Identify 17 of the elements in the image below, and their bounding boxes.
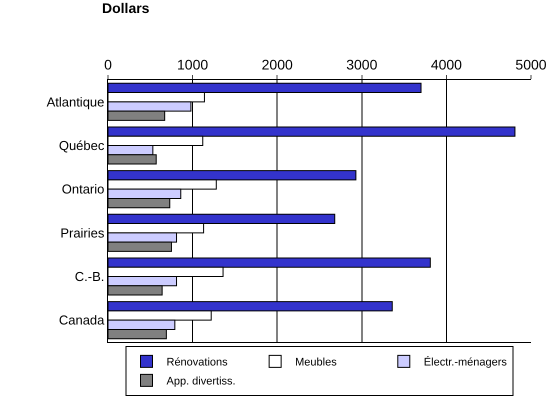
legend-label: App. divertiss.: [166, 376, 236, 388]
x-axis-title: Dollars: [102, 0, 150, 16]
legend-label: Rénovations: [166, 356, 228, 369]
y-tick-label: Québec: [58, 138, 105, 154]
x-tick-label: 4000: [430, 56, 462, 72]
legend-label: Électr.-ménagers: [424, 356, 508, 369]
legend-label: Meubles: [295, 356, 338, 369]
x-tick-label: 0: [104, 56, 112, 72]
x-tick-label: 2000: [262, 56, 293, 72]
y-tick-label: Prairies: [60, 225, 105, 240]
y-tick-label: C.-B.: [74, 269, 104, 284]
y-tick-label: Canada: [58, 312, 106, 328]
x-tick-label: 5000: [515, 56, 547, 72]
y-tick-label: Atlantique: [46, 94, 104, 110]
x-tick-label: 1000: [177, 56, 208, 72]
y-tick-label: Ontario: [62, 182, 104, 197]
x-tick-label: 3000: [346, 56, 378, 72]
